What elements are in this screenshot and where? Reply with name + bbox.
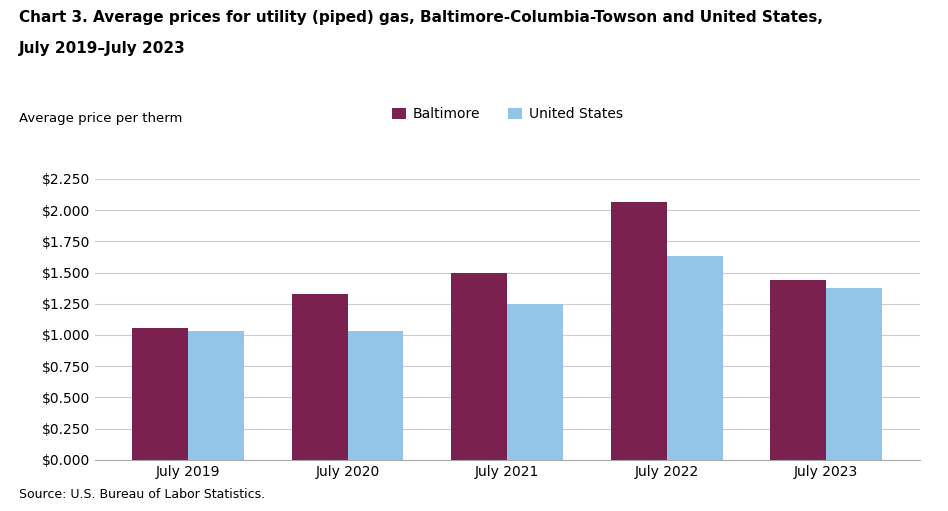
- Bar: [133, 329, 188, 460]
- Bar: [611, 201, 666, 460]
- Bar: [451, 273, 507, 460]
- Text: Chart 3. Average prices for utility (piped) gas, Baltimore-Columbia-Towson and U: Chart 3. Average prices for utility (pip…: [19, 10, 823, 25]
- Bar: [348, 331, 404, 460]
- Bar: [507, 304, 563, 460]
- Bar: [827, 288, 882, 460]
- Bar: [292, 293, 348, 460]
- Bar: [771, 281, 827, 460]
- Bar: [188, 331, 244, 460]
- Text: Source: U.S. Bureau of Labor Statistics.: Source: U.S. Bureau of Labor Statistics.: [19, 488, 265, 501]
- Legend: Baltimore, United States: Baltimore, United States: [392, 107, 623, 121]
- Bar: [666, 256, 722, 460]
- Text: Average price per therm: Average price per therm: [19, 112, 182, 125]
- Text: July 2019–July 2023: July 2019–July 2023: [19, 41, 186, 56]
